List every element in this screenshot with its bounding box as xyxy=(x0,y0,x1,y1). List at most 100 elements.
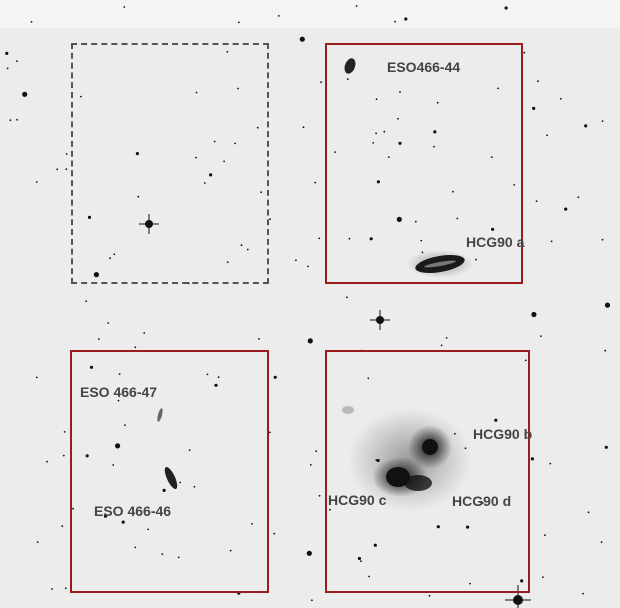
field-star xyxy=(601,120,604,122)
field-star xyxy=(188,449,191,451)
field-star xyxy=(237,87,239,90)
field-star xyxy=(217,376,220,379)
field-star xyxy=(87,215,92,219)
field-star xyxy=(523,51,526,54)
galaxy-hcg90-a xyxy=(406,250,474,278)
field-star xyxy=(89,365,94,369)
field-star xyxy=(376,180,380,184)
field-star xyxy=(63,431,66,433)
field-star xyxy=(587,511,590,514)
label-hcg90-b: HCG90 b xyxy=(473,426,533,442)
field-star xyxy=(315,450,318,453)
field-star xyxy=(121,520,125,524)
field-star xyxy=(440,344,443,347)
field-star xyxy=(414,220,417,223)
field-star xyxy=(124,424,126,426)
field-star xyxy=(375,132,377,135)
field-star xyxy=(601,238,604,241)
field-star xyxy=(16,60,18,62)
field-star xyxy=(277,15,280,17)
field-star xyxy=(35,376,38,379)
field-star xyxy=(123,6,126,8)
field-star xyxy=(299,36,305,42)
field-star xyxy=(396,216,402,222)
field-star xyxy=(56,168,59,171)
field-star xyxy=(117,399,120,402)
field-star xyxy=(30,21,33,23)
field-star xyxy=(72,507,74,510)
field-star xyxy=(481,502,484,504)
field-star xyxy=(559,97,562,100)
field-star xyxy=(513,184,516,186)
field-star xyxy=(195,91,198,94)
field-star xyxy=(238,21,240,24)
field-star xyxy=(203,182,206,184)
field-star xyxy=(161,553,164,555)
label-hcg90-a: HCG90 a xyxy=(466,234,525,250)
field-star xyxy=(115,443,121,449)
field-star xyxy=(369,237,373,241)
field-star xyxy=(229,549,232,552)
field-star xyxy=(213,140,216,143)
bright-star-2 xyxy=(370,310,390,330)
field-star xyxy=(372,142,375,144)
field-star xyxy=(329,508,331,511)
field-star xyxy=(195,156,198,159)
label-eso466-46: ESO 466-46 xyxy=(94,503,172,519)
field-star xyxy=(604,302,611,308)
field-star xyxy=(64,587,67,590)
field-star xyxy=(397,117,399,120)
field-star xyxy=(360,560,362,563)
field-star xyxy=(209,173,213,177)
field-star xyxy=(334,151,336,154)
field-star xyxy=(107,322,110,324)
galaxy-eso466-44 xyxy=(344,58,356,74)
field-star xyxy=(582,592,584,595)
field-star xyxy=(346,296,348,299)
label-eso466-47: ESO 466-47 xyxy=(80,384,158,400)
field-star xyxy=(162,488,166,492)
field-star xyxy=(497,87,499,90)
field-star xyxy=(234,142,237,145)
field-star xyxy=(490,156,493,159)
field-star xyxy=(436,101,439,104)
field-star xyxy=(65,153,68,155)
field-star xyxy=(295,259,297,262)
field-star xyxy=(113,253,116,256)
field-star xyxy=(307,265,309,268)
galaxy-eso466-46 xyxy=(164,466,178,490)
field-star xyxy=(147,528,150,531)
bright-band xyxy=(0,0,620,28)
field-star xyxy=(273,375,277,379)
frame-hcg90-bcd xyxy=(325,350,530,593)
frame-eso466-44-hcg90-a xyxy=(325,43,523,284)
field-star xyxy=(135,152,139,156)
field-star xyxy=(177,556,180,559)
field-star xyxy=(524,359,527,362)
field-star xyxy=(268,431,271,434)
field-star xyxy=(22,91,28,97)
field-star xyxy=(16,118,18,121)
field-star xyxy=(80,95,82,98)
field-star xyxy=(466,525,470,529)
bright-star-3 xyxy=(505,585,531,608)
field-star xyxy=(550,240,553,243)
field-star xyxy=(51,588,53,590)
galaxy-group-hcg90 xyxy=(342,406,472,512)
field-star xyxy=(306,550,312,556)
field-star xyxy=(36,541,39,543)
field-star xyxy=(97,338,100,340)
field-star xyxy=(179,481,182,484)
field-star xyxy=(357,556,361,561)
field-star xyxy=(355,5,358,7)
field-star xyxy=(226,261,229,263)
field-star xyxy=(311,599,313,602)
field-star xyxy=(112,464,115,466)
field-star xyxy=(65,168,68,171)
field-star xyxy=(118,373,121,375)
field-star xyxy=(532,106,536,110)
field-star xyxy=(433,145,435,148)
field-star xyxy=(367,377,370,380)
